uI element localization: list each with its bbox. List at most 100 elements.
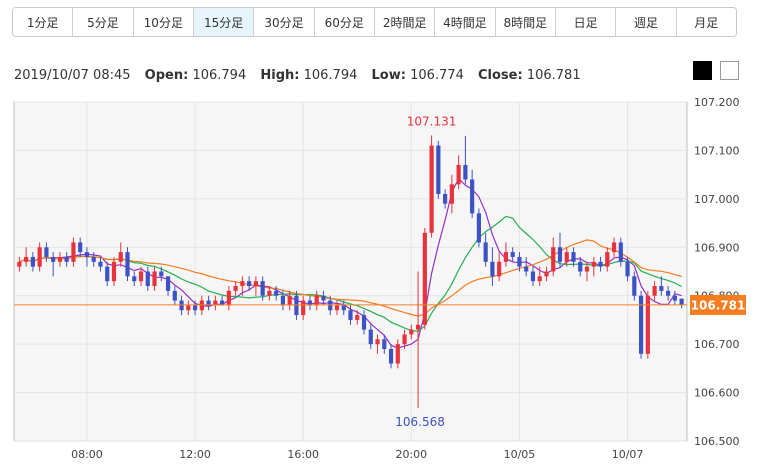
candle-body <box>544 271 549 277</box>
candle-body <box>456 164 461 185</box>
ma-mid-line <box>19 215 682 333</box>
dark-theme-button[interactable] <box>693 61 712 80</box>
candle-body <box>37 247 42 267</box>
info-low-label: Low: <box>371 68 406 83</box>
info-low-value: 106.774 <box>410 68 464 83</box>
tab-8[interactable]: 8時間足 <box>495 8 556 36</box>
y-tick-label: 106.500 <box>694 435 740 448</box>
candle-body <box>30 256 35 267</box>
candle-body <box>584 266 590 272</box>
candle-body <box>98 261 103 267</box>
candle-body <box>463 164 468 180</box>
candle-body <box>625 261 630 277</box>
candle-body <box>165 276 171 291</box>
tab-0[interactable]: 1分足 <box>13 8 74 36</box>
candle-body <box>91 256 96 262</box>
candle-body <box>361 315 367 330</box>
candle-body <box>274 290 279 296</box>
ma-slow-line <box>19 239 682 317</box>
info-high-value: 106.794 <box>303 68 358 83</box>
candle-body <box>44 247 49 257</box>
candle-body <box>51 256 56 262</box>
current-price-label: 106.781 <box>691 298 746 312</box>
candle-body <box>192 305 198 311</box>
y-tick-label: 106.600 <box>694 387 740 400</box>
candle-body <box>557 247 563 262</box>
candle-body <box>672 295 677 301</box>
candle-body <box>679 298 684 305</box>
candle-body <box>213 300 218 306</box>
candle-body <box>537 276 542 282</box>
candle-body <box>84 252 90 257</box>
candle-body <box>422 232 427 325</box>
candle-body <box>368 329 373 345</box>
candle-body <box>105 266 110 282</box>
y-tick-label: 107.100 <box>694 144 740 157</box>
candle-body <box>125 252 130 277</box>
info-open-value: 106.794 <box>192 68 247 83</box>
tab-10[interactable]: 週足 <box>616 8 677 36</box>
candle-body <box>449 184 454 204</box>
current-price-badge <box>690 294 746 315</box>
candle-body <box>78 242 83 253</box>
tab-11[interactable]: 月足 <box>676 8 736 36</box>
candle-body <box>321 295 326 301</box>
candle-body <box>152 271 157 287</box>
candle-body <box>591 261 596 267</box>
candle-body <box>132 276 137 282</box>
y-tick-label: 107.200 <box>694 96 740 109</box>
light-theme-button[interactable] <box>720 61 739 80</box>
candle-body <box>571 252 576 262</box>
min-price-annotation: 106.568 <box>395 415 445 429</box>
candle-body <box>226 290 231 306</box>
candle-body <box>659 286 664 291</box>
candle-body <box>638 295 644 354</box>
candle-body <box>524 266 529 272</box>
info-open-label: Open: <box>144 68 189 83</box>
tab-7[interactable]: 4時間足 <box>435 8 496 36</box>
x-tick-label: 20:00 <box>395 448 427 461</box>
candle-body <box>530 271 536 282</box>
candle-body <box>253 281 258 287</box>
tab-9[interactable]: 日足 <box>555 8 617 36</box>
candle-body <box>260 281 265 296</box>
candle-body <box>186 305 191 311</box>
candle-body <box>341 305 346 311</box>
candle-body <box>598 261 603 267</box>
tab-3[interactable]: 15分足 <box>193 8 255 36</box>
tab-5[interactable]: 60分足 <box>314 8 375 36</box>
candle-body <box>645 295 650 354</box>
candle-body <box>402 334 407 345</box>
candle-body <box>172 290 177 301</box>
candle-body <box>551 247 556 272</box>
candle-body <box>470 179 475 214</box>
candle-body <box>267 290 272 296</box>
candle-body <box>632 276 637 296</box>
candle-body <box>483 242 488 262</box>
x-tick-label: 10/07 <box>612 448 644 461</box>
tab-2[interactable]: 10分足 <box>133 8 194 36</box>
candle-body <box>206 300 211 306</box>
candle-body <box>307 300 313 306</box>
timeframe-tabs: 1分足 5分足 10分足 15分足 30分足 60分足 2時間足 4時間足 8時間足 日足 週足 月足 <box>12 7 737 37</box>
candle-body <box>497 261 502 277</box>
tab-4[interactable]: 30分足 <box>254 8 315 36</box>
x-tick-label: 10/05 <box>504 448 536 461</box>
candle-body <box>111 261 117 282</box>
tab-1[interactable]: 5分足 <box>73 8 134 36</box>
candle-body <box>652 286 657 296</box>
tab-6[interactable]: 2時間足 <box>374 8 436 36</box>
candle-body <box>287 295 292 306</box>
candle-body <box>476 213 481 243</box>
candle-body <box>145 271 150 287</box>
candle-body <box>24 256 29 262</box>
candle-body <box>564 252 569 262</box>
candle-body <box>429 145 434 233</box>
candle-body <box>578 261 583 272</box>
candle-body <box>375 339 380 345</box>
candle-body <box>240 281 245 287</box>
candle-body <box>605 252 610 267</box>
candle-body <box>443 194 448 204</box>
candle-body <box>118 252 123 262</box>
